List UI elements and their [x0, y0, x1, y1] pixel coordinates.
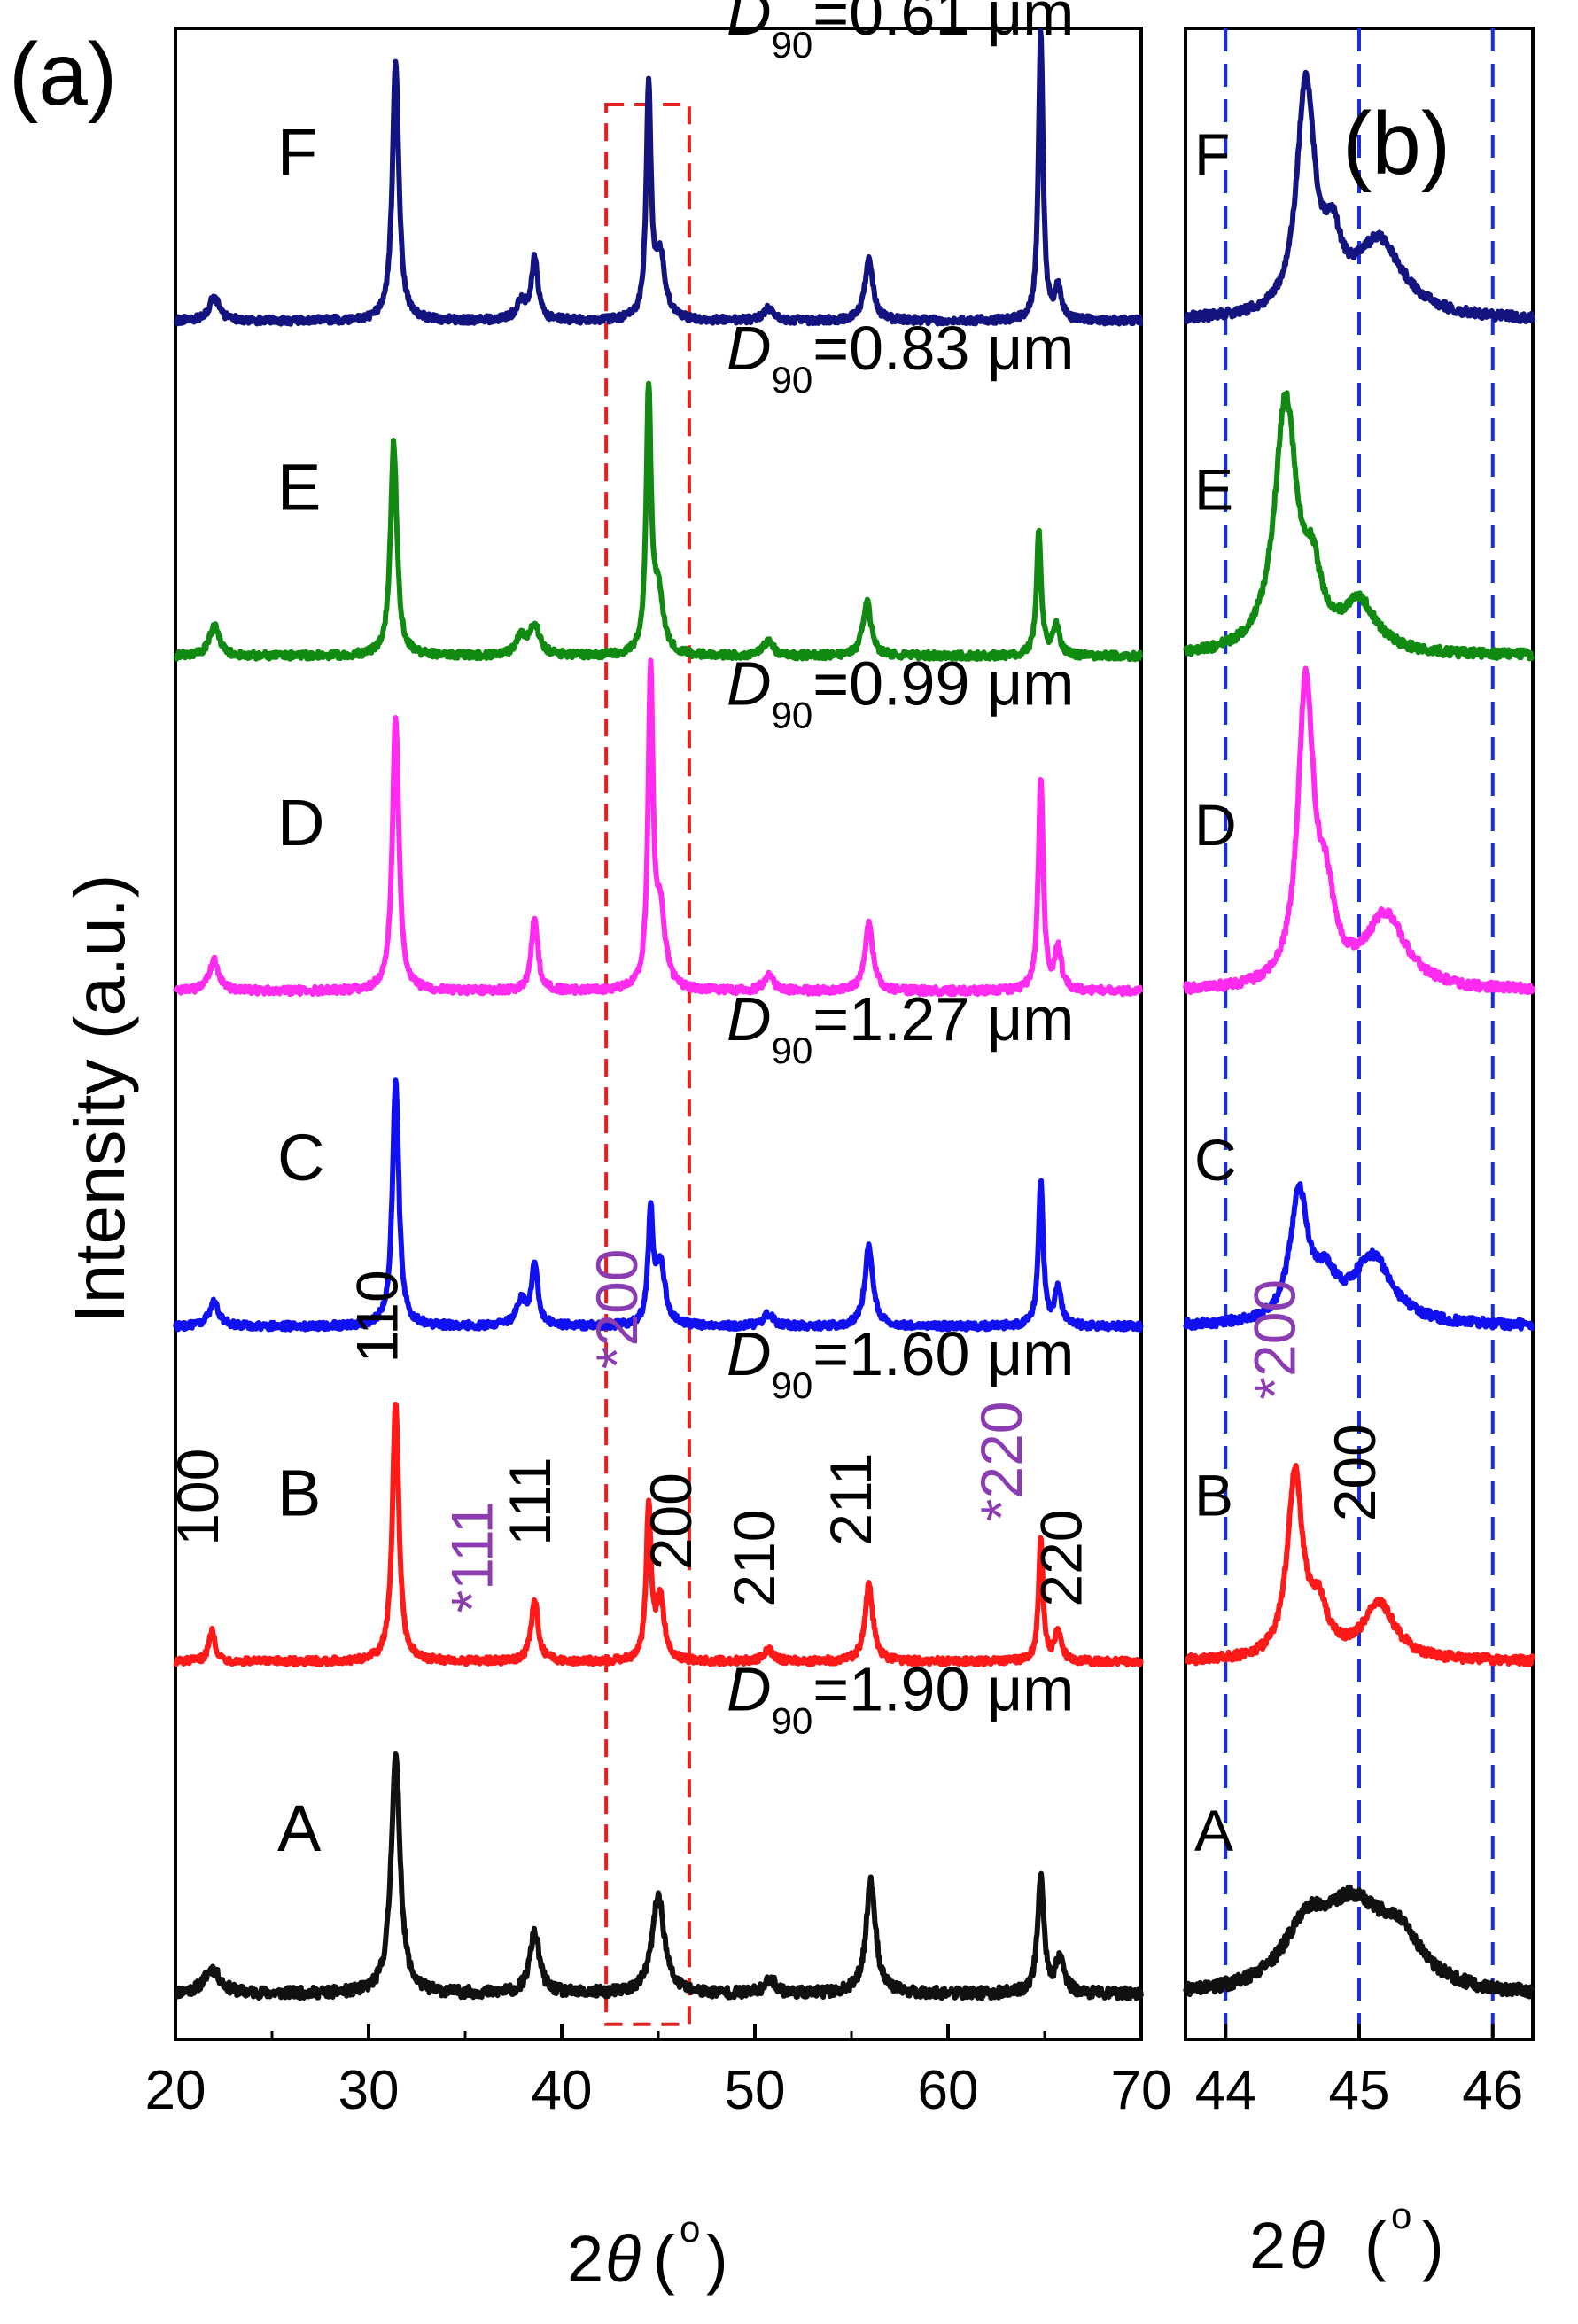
series-line-b-f	[1183, 69, 1535, 325]
series-line-a-b	[173, 1402, 1144, 1668]
series-line-a-c	[173, 1077, 1144, 1333]
d90-symbol: D	[727, 314, 772, 383]
d90-value: =0.83 μm	[812, 314, 1074, 383]
d90-value: =1.27 μm	[812, 984, 1074, 1053]
x-tick-label-b-46: 46	[1462, 2060, 1523, 2121]
series-line-b-e	[1183, 390, 1535, 662]
series-line-b-a	[1183, 1884, 1535, 2000]
series-letter-a-a: A	[277, 1792, 322, 1865]
d90-value: =1.60 μm	[812, 1319, 1074, 1388]
x-tick-label-a-70: 70	[1111, 2060, 1172, 2121]
peak-label-a-211: 211	[818, 1453, 883, 1546]
x-label-a-deg: o	[680, 2208, 700, 2250]
series-line-a-f	[173, 27, 1144, 327]
series-letter-b-d: D	[1194, 792, 1237, 858]
d90-annotation-e: D90=0.83 μm	[727, 314, 1075, 400]
peak-label-a-210: 210	[721, 1509, 787, 1606]
d90-symbol: D	[727, 0, 772, 48]
x-tick-label-a-40: 40	[532, 2060, 593, 2121]
x-tick-label-a-20: 20	[145, 2060, 206, 2121]
x-tick-label-b-44: 44	[1195, 2060, 1256, 2121]
series-letter-b-e: E	[1194, 456, 1233, 522]
panel-a-tag: (a)	[9, 25, 117, 124]
d90-subscript: 90	[772, 1030, 813, 1071]
peak-label-a-200: 200	[638, 1473, 703, 1570]
d90-annotation-f: D90=0.61 μm	[727, 0, 1075, 66]
panel-a-x-axis: 20 30 40 50 60 70	[145, 2024, 1172, 2121]
peak-label-b-200: 200	[1322, 1424, 1388, 1521]
x-label-b-two: 2	[1249, 2209, 1286, 2282]
x-tick-label-a-50: 50	[725, 2060, 786, 2121]
panel-b-x-axis: 44 45 46	[1195, 2024, 1523, 2121]
x-label-a-close: )	[706, 2222, 728, 2296]
d90-subscript: 90	[772, 695, 813, 736]
x-label-b-theta: θ	[1289, 2209, 1325, 2282]
peak-label-a-star200: *200	[584, 1248, 649, 1369]
peak-label-a-220: 220	[1028, 1509, 1093, 1606]
y-axis-label: Intensity (a.u.)	[60, 874, 139, 1324]
peak-label-a-110: 110	[345, 1270, 410, 1363]
series-line-b-c	[1183, 1181, 1535, 1332]
series-letter-b-c: C	[1194, 1127, 1237, 1193]
d90-subscript: 90	[772, 1364, 813, 1406]
d90-value: =0.99 μm	[812, 649, 1074, 719]
d90-subscript: 90	[772, 359, 813, 400]
peak-label-a-star220: *220	[968, 1401, 1034, 1521]
panel-b-tag: (b)	[1342, 94, 1450, 193]
series-letter-a-b: B	[277, 1456, 321, 1529]
peak-label-b-star200: *200	[1242, 1279, 1308, 1400]
d90-annotation-b: D90=1.60 μm	[727, 1319, 1075, 1406]
d90-value: =0.61 μm	[812, 0, 1074, 48]
peak-label-a-100: 100	[165, 1449, 230, 1546]
panel-a-x-label: 2 θ ( o )	[567, 2208, 728, 2296]
d90-symbol: D	[727, 984, 772, 1053]
panel-a-series-layer	[173, 27, 1144, 2001]
panel-b-series-layer	[1183, 69, 1535, 2000]
d90-subscript: 90	[772, 1700, 813, 1742]
x-tick-label-a-60: 60	[918, 2060, 979, 2121]
series-letter-a-d: D	[277, 786, 324, 859]
x-tick-label-b-45: 45	[1329, 2060, 1390, 2121]
d90-symbol: D	[727, 1319, 772, 1388]
series-letter-a-f: F	[277, 115, 317, 189]
x-label-b-open: (	[1364, 2209, 1387, 2282]
series-line-b-d	[1183, 665, 1535, 996]
x-label-a-theta: θ	[605, 2222, 641, 2296]
panel-b-guide-layer	[1224, 28, 1495, 2040]
series-letter-b-f: F	[1194, 121, 1230, 187]
x-label-a-open: (	[653, 2222, 675, 2296]
x-label-b-deg: o	[1391, 2195, 1411, 2236]
series-letter-a-c: C	[277, 1121, 324, 1194]
series-letter-a-e: E	[277, 450, 321, 524]
d90-value: =1.90 μm	[812, 1655, 1074, 1724]
series-line-a-e	[173, 380, 1144, 663]
series-line-a-a	[173, 1751, 1144, 2001]
d90-symbol: D	[727, 649, 772, 719]
d90-symbol: D	[727, 1655, 772, 1724]
x-tick-label-a-30: 30	[338, 2060, 400, 2121]
peak-label-a-star111: *111	[439, 1501, 505, 1613]
series-line-a-d	[173, 657, 1144, 998]
d90-annotation-c: D90=1.27 μm	[727, 984, 1075, 1071]
series-line-b-b	[1183, 1463, 1535, 1667]
x-label-a-two: 2	[567, 2222, 603, 2296]
x-label-b-close: )	[1422, 2209, 1444, 2282]
d90-subscript: 90	[772, 24, 813, 66]
d90-annotation-d: D90=0.99 μm	[727, 649, 1075, 736]
panel-b-x-label: 2 θ ( o )	[1249, 2195, 1444, 2282]
peak-label-a-111: 111	[497, 1457, 563, 1545]
d90-annotation-a: D90=1.90 μm	[727, 1655, 1075, 1742]
series-letter-b-b: B	[1194, 1462, 1233, 1527]
series-letter-b-a: A	[1194, 1798, 1233, 1863]
